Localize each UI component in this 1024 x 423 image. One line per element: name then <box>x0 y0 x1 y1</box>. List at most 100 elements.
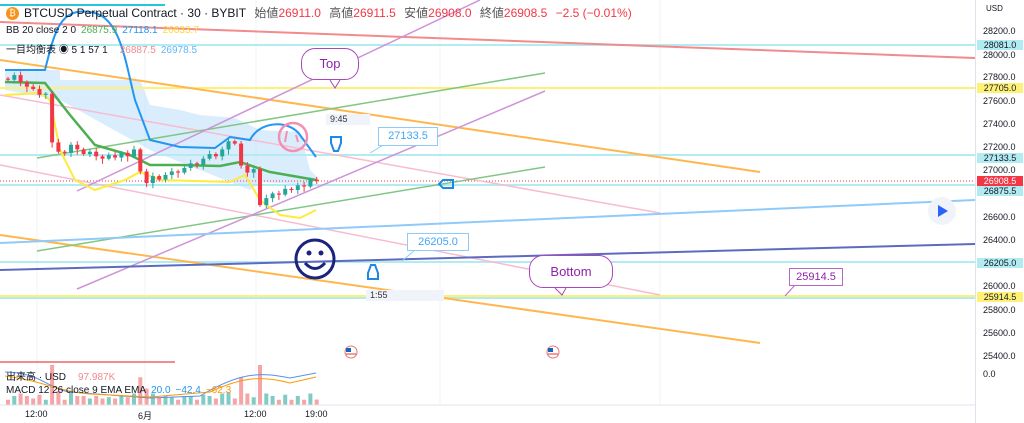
close-label: 終値 <box>479 6 504 20</box>
candle <box>12 75 17 80</box>
candle <box>157 176 162 180</box>
volume-bar <box>138 377 143 405</box>
price-tick: 27600.0 <box>983 95 1016 106</box>
candle <box>75 144 80 150</box>
price-tick: 26600.0 <box>983 211 1016 222</box>
candle <box>50 93 55 143</box>
bb-lower-value: 26633.7 <box>162 25 199 36</box>
candle <box>144 171 149 184</box>
candle <box>56 142 61 152</box>
bb-legend[interactable]: BB 20 close 2 0 26875.9 27118.1 26633.7 <box>6 25 204 36</box>
volume-bar <box>150 393 155 405</box>
note-pointers <box>329 79 796 297</box>
volume-bar <box>295 396 300 405</box>
price-tick: 26400.0 <box>983 234 1016 245</box>
candle <box>276 193 281 195</box>
volume-bar <box>37 394 42 405</box>
volume-bar <box>157 397 162 405</box>
time-tick: 12:00 <box>25 409 48 419</box>
candle <box>113 155 118 158</box>
time-tick: 19:00 <box>305 409 328 419</box>
volume-bar <box>245 393 250 405</box>
candle <box>150 176 155 184</box>
price-chart[interactable] <box>0 0 975 423</box>
top-callout[interactable]: Top <box>301 48 359 80</box>
time-note-155: 1:55 <box>366 290 444 301</box>
high-value: 26911.5 <box>353 6 396 20</box>
volume-bar <box>169 397 174 405</box>
volume-bar <box>239 377 244 405</box>
candle <box>69 144 73 153</box>
candle <box>283 188 288 195</box>
volume-bar <box>201 394 206 405</box>
volume-bar <box>276 399 281 405</box>
volume-bar <box>251 397 256 405</box>
volume-bar <box>232 398 237 405</box>
smiley-icon[interactable] <box>294 238 336 280</box>
price-tick: 25800.0 <box>983 304 1016 315</box>
candles <box>6 71 319 209</box>
currency-label: USD <box>986 4 1003 13</box>
volume-value: 97.987K <box>78 372 116 383</box>
price-label: 26908.5 <box>977 175 1023 186</box>
volume-bar <box>188 396 193 405</box>
price-note-26205[interactable]: 26205.0 <box>407 233 469 251</box>
macd-legend[interactable]: MACD 12 26 close 9 EMA EMA 20.0 −42.4 −62.3 <box>6 385 236 396</box>
price-label: 28081.0 <box>977 39 1023 50</box>
volume-bar <box>176 399 181 405</box>
candle <box>100 156 105 159</box>
candle <box>295 185 300 191</box>
price-tick: 27800.0 <box>983 72 1016 83</box>
candle <box>270 193 275 199</box>
ichimoku-value-1: 26887.5 <box>119 45 156 56</box>
candle <box>302 185 307 187</box>
price-note-27133[interactable]: 27133.5 <box>378 127 438 146</box>
volume-bar <box>94 396 99 405</box>
us-flag-icons[interactable] <box>344 345 560 359</box>
volume-bar <box>6 399 10 405</box>
candle <box>81 149 86 155</box>
candle <box>37 89 42 95</box>
volume-bar <box>81 396 86 405</box>
volume-bar <box>75 396 80 405</box>
ichimoku-value-2: 26978.5 <box>160 45 198 56</box>
candle <box>232 141 237 144</box>
candle <box>24 82 29 87</box>
hand-icons[interactable] <box>330 136 454 280</box>
price-note-25914[interactable]: 25914.5 <box>789 268 843 286</box>
volume-bar <box>289 399 294 405</box>
volume-bar <box>220 393 225 405</box>
sad-face-icon[interactable] <box>277 121 309 153</box>
macd-label: MACD 12 26 close 9 EMA EMA <box>6 385 147 396</box>
price-tick: 28000.0 <box>983 50 1016 61</box>
candle <box>18 75 23 83</box>
candle <box>176 171 181 173</box>
candle <box>195 163 199 165</box>
ichimoku-legend[interactable]: 一目均衡表 ◉ 5 1 57 1 26887.5 26978.5 <box>6 41 202 56</box>
close-value: 26908.5 <box>503 6 548 20</box>
volume-legend[interactable]: 出来高 · USD 97.987K <box>6 368 120 383</box>
open-label: 始値 <box>254 6 279 20</box>
candle <box>43 93 48 95</box>
price-axis[interactable]: USD 28200.0 28000.0 27800.0 27600.0 27400.0 2… <box>975 0 1024 423</box>
volume-bar <box>308 393 313 405</box>
candle <box>258 169 262 206</box>
volume-bar <box>56 391 61 405</box>
scroll-to-realtime-button[interactable] <box>928 197 956 225</box>
trend-lines[interactable] <box>0 0 975 363</box>
bottom-callout[interactable]: Bottom <box>529 255 613 288</box>
candle <box>87 151 92 155</box>
candle <box>94 151 99 157</box>
high-label: 高値 <box>329 6 354 20</box>
candle <box>119 152 124 158</box>
price-tick: 26000.0 <box>983 281 1016 292</box>
price-label: 25914.5 <box>977 291 1023 302</box>
low-value: 26908.0 <box>428 6 472 20</box>
volume-bar <box>12 396 17 405</box>
volume-label: 出来高 · USD <box>6 372 66 383</box>
volume-bar <box>226 392 231 405</box>
price-tick: 27200.0 <box>983 142 1016 153</box>
volume-bar <box>258 365 262 405</box>
symbol-legend[interactable]: ₿ BTCUSD Perpetual Contract · 30 · BYBIT … <box>6 4 637 21</box>
volume-bars <box>6 365 319 405</box>
